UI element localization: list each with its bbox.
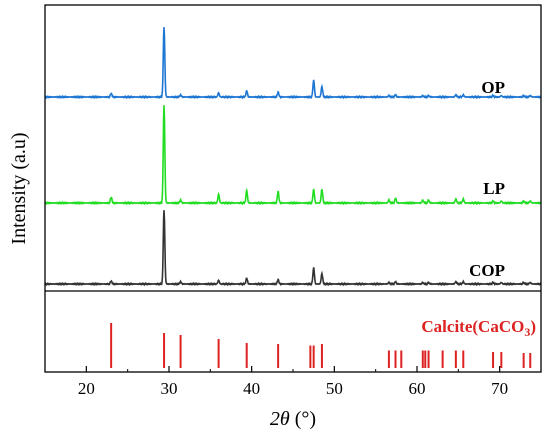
series-label-cop: COP (469, 261, 505, 280)
series-labels: OP LP COP (469, 78, 505, 280)
series-lines (44, 27, 542, 287)
reference-label-main: Calcite(CaCO (421, 317, 524, 336)
reference-label-end: ) (530, 317, 536, 336)
x-axis-title-unit: (°) (290, 408, 316, 430)
series-label-op: OP (481, 78, 505, 97)
reference-lines (110, 323, 532, 368)
series-lp-trace (44, 105, 542, 206)
x-axis-title: 2θ (°) (270, 408, 316, 430)
series-op-trace (44, 27, 542, 100)
reference-label-subscript: 3 (524, 325, 530, 339)
x-tick-label: 30 (161, 379, 178, 398)
x-tick-label: 20 (78, 379, 95, 398)
series-label-lp: LP (483, 179, 505, 198)
series-cop-trace (44, 210, 542, 287)
reference-label: Calcite(CaCO3) (421, 317, 536, 339)
x-tick-label: 60 (409, 379, 426, 398)
x-tick-label: 40 (243, 379, 260, 398)
x-axis-title-symbol: 2θ (270, 408, 290, 430)
x-tick-label: 50 (326, 379, 343, 398)
y-axis-title: Intensity (a.u) (8, 132, 30, 244)
x-tick-label: 70 (491, 379, 508, 398)
x-axis-ticks: 20 30 40 50 60 70 (44, 366, 542, 398)
